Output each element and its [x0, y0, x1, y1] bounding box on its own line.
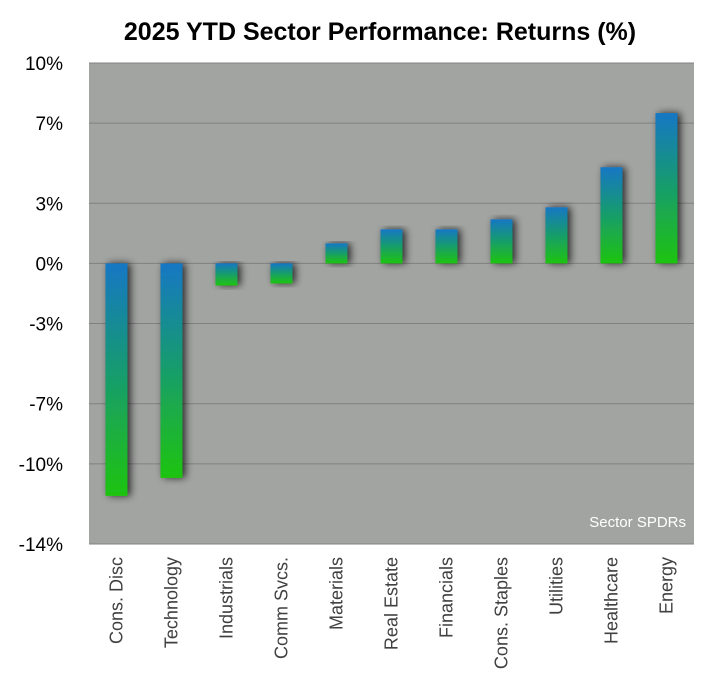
bar [215, 263, 238, 286]
y-axis-ticks: 10% 7% 3% 0% -3% -7% -10% -14% [19, 54, 63, 556]
x-tick-label: Real Estate [382, 557, 402, 650]
bar [600, 167, 623, 264]
x-tick-label: Cons. Disc [107, 557, 127, 644]
gridlines [89, 62, 694, 545]
x-tick-label: Cons. Staples [492, 557, 512, 669]
bar [655, 113, 678, 264]
x-tick-label: Comm Svcs. [272, 557, 292, 659]
x-axis-ticks: Cons. Disc Technology Industrials Comm Svcs… [107, 557, 677, 669]
bar [105, 263, 128, 496]
y-tick-label: 0% [36, 254, 64, 275]
y-tick-label: -3% [29, 315, 63, 336]
x-tick-label: Industrials [217, 557, 237, 639]
bar [325, 243, 348, 264]
x-tick-label: Financials [437, 557, 457, 638]
bar [545, 207, 568, 264]
source-note: Sector SPDRs [589, 514, 686, 531]
y-tick-label: -14% [19, 535, 63, 556]
bars [105, 113, 678, 496]
x-tick-label: Healthcare [602, 557, 622, 644]
bar [435, 229, 458, 264]
y-tick-label: -10% [19, 455, 63, 476]
bar [270, 263, 293, 284]
y-tick-label: -7% [29, 395, 63, 416]
y-tick-label: 10% [25, 54, 63, 75]
bar [160, 263, 183, 478]
y-tick-label: 7% [36, 114, 64, 135]
x-tick-label: Utilities [547, 557, 567, 615]
y-tick-label: 3% [36, 194, 64, 215]
chart-title: 2025 YTD Sector Performance: Returns (%) [124, 18, 636, 46]
bar [380, 229, 403, 264]
bar [490, 219, 513, 264]
x-tick-label: Materials [327, 557, 347, 630]
x-tick-label: Technology [162, 557, 182, 648]
x-tick-label: Energy [657, 557, 677, 614]
